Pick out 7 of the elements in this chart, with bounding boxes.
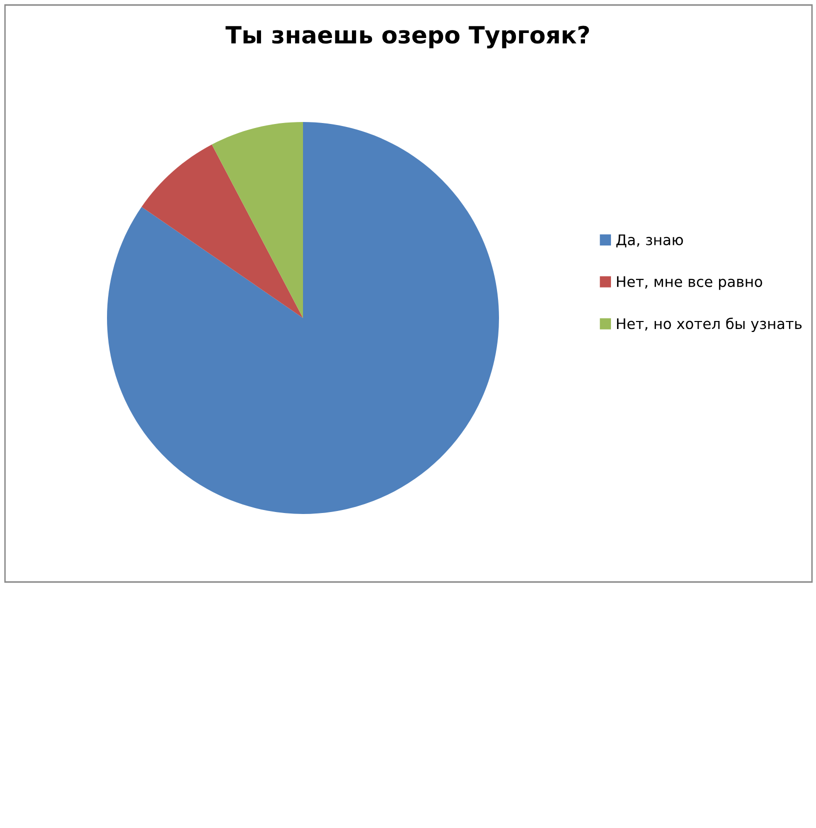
- legend-label: Да, знаю: [616, 234, 683, 248]
- pie-slice: [107, 122, 499, 514]
- pie-slice: [212, 122, 303, 318]
- chart-title: Ты знаешь озеро Тургояк?: [226, 26, 589, 48]
- legend-label: Нет, но хотел бы узнать: [617, 318, 802, 332]
- legend-label: Нет, мне все равно: [617, 276, 762, 290]
- pie-slice: [142, 144, 303, 318]
